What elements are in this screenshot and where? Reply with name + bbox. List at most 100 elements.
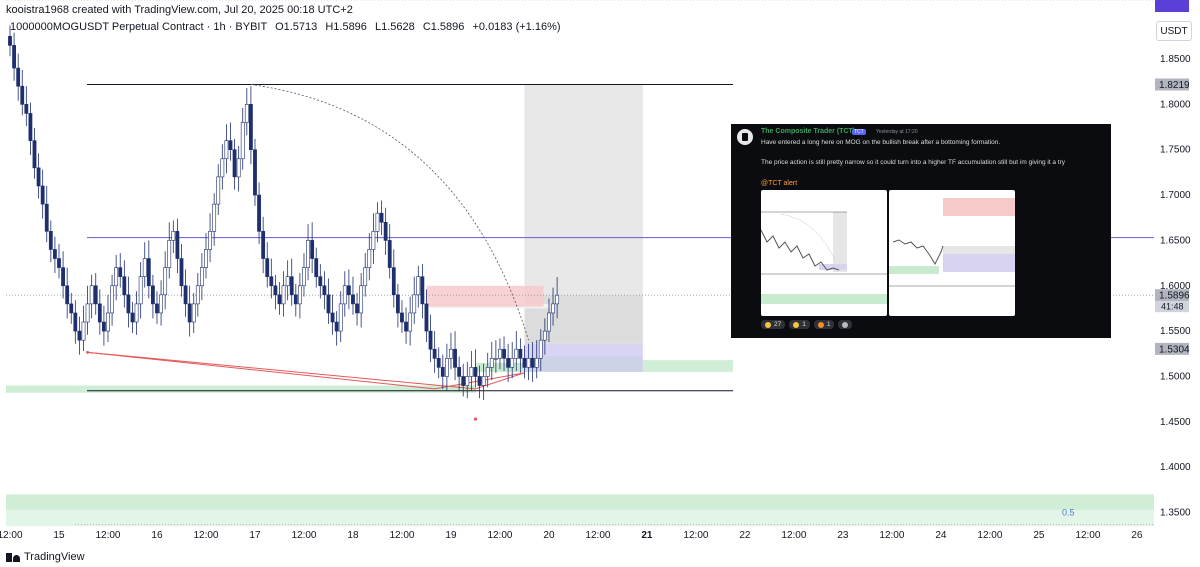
candle-body [534, 358, 539, 368]
candle-body [8, 36, 12, 46]
trendline-red-3 [434, 372, 525, 390]
x-axis-tick: 12:00 [977, 530, 1002, 541]
attached-chart-image-2 [889, 190, 1015, 316]
candle [326, 278, 331, 324]
candle-body [542, 330, 547, 341]
candle-body [228, 140, 233, 151]
candle-body [302, 267, 306, 287]
fire-icon [817, 321, 824, 328]
message-line-2: The price action is still pretty narrow … [761, 159, 1066, 166]
mini-chart-1 [761, 211, 887, 304]
candle [248, 86, 253, 165]
candle [130, 302, 135, 333]
candle [514, 331, 519, 372]
symbol-title[interactable]: 1000000MOGUSDT Perpetual Contract · 1h ·… [10, 21, 267, 33]
candle [375, 202, 380, 243]
candle [449, 332, 453, 370]
candle-body [257, 194, 261, 232]
price-label-entry: 1.5304 [1159, 344, 1190, 355]
candle [191, 293, 196, 333]
trendline-red-1 [87, 351, 476, 390]
candle-body [518, 348, 523, 359]
add-reaction[interactable] [838, 320, 853, 329]
candle [57, 244, 61, 279]
candle [465, 361, 470, 399]
price-label-top-line-bg [1155, 78, 1189, 91]
candle [159, 280, 163, 326]
candle [53, 236, 57, 274]
candle [395, 283, 400, 328]
candle-body [289, 276, 294, 296]
candle-body [159, 294, 163, 314]
legend-change: +0.0183 (+1.16%) [472, 21, 561, 33]
candle-body [32, 140, 37, 169]
candle [306, 224, 310, 281]
candle-body [73, 312, 78, 332]
tradingview-logo-icon [6, 552, 20, 562]
candle-body [293, 294, 298, 305]
candle [175, 218, 180, 274]
candle [493, 340, 498, 373]
candle-body [493, 358, 498, 360]
candle-body [351, 294, 355, 305]
candle [318, 263, 323, 299]
x-axis-tick: 12:00 [291, 530, 316, 541]
candle [183, 269, 188, 317]
candle-body [449, 348, 453, 359]
discord-message-screenshot: The Composite Trader (TCT) TCT Yesterday… [731, 124, 1111, 338]
candle-body [269, 276, 274, 287]
candle-body [102, 321, 106, 332]
candle [195, 273, 200, 317]
price-label-top-line: 1.8219 [1159, 80, 1190, 91]
candle-body [314, 258, 319, 277]
candle-body [359, 285, 364, 314]
candle-body [379, 212, 384, 223]
candle [155, 291, 159, 324]
swing-low-marker [473, 417, 478, 421]
candle-body [481, 376, 486, 386]
candle-body [330, 312, 335, 323]
candle [518, 338, 523, 373]
price-label-current: 1.5896 [1159, 291, 1190, 302]
candle [89, 274, 94, 319]
currency-button[interactable]: USDT [1156, 21, 1192, 41]
candle [257, 182, 261, 245]
candle-body [473, 367, 478, 377]
candle-body [346, 285, 351, 296]
candle [371, 213, 376, 264]
candle [457, 356, 462, 391]
candle-body [273, 285, 278, 296]
candle [32, 127, 37, 179]
candle-body [20, 85, 25, 105]
candle-body [461, 376, 466, 386]
candle-body [367, 249, 372, 268]
candle [228, 122, 233, 161]
candle [302, 253, 306, 297]
candle-body [65, 285, 70, 305]
candle-body [371, 231, 376, 250]
candle-body [444, 358, 449, 377]
price-label-current-bg [1155, 289, 1189, 302]
x-axis-tick: 12:00 [1075, 530, 1100, 541]
candle [510, 341, 515, 379]
candle [240, 107, 245, 170]
candle [236, 146, 241, 192]
candle-body [163, 267, 168, 296]
reaction-fire[interactable]: 1 [813, 320, 835, 329]
candle [48, 220, 53, 263]
candle-body [93, 285, 98, 305]
candle-body [285, 276, 290, 287]
candle [24, 86, 29, 127]
reaction-face[interactable]: 27 [761, 320, 786, 329]
candle-body [179, 258, 184, 287]
candle-body [277, 294, 282, 305]
candle [102, 305, 106, 346]
reaction-thumbs-up[interactable]: 1 [789, 320, 810, 329]
role-mention: @TCT alert [761, 180, 798, 187]
trendline-red-2 [87, 351, 435, 390]
reaction-bar: 27 1 1 [761, 320, 853, 329]
reaction-count: 1 [802, 321, 806, 328]
legend-low: L1.5628 [374, 21, 415, 33]
candle [526, 343, 531, 381]
candle-body [187, 303, 192, 323]
